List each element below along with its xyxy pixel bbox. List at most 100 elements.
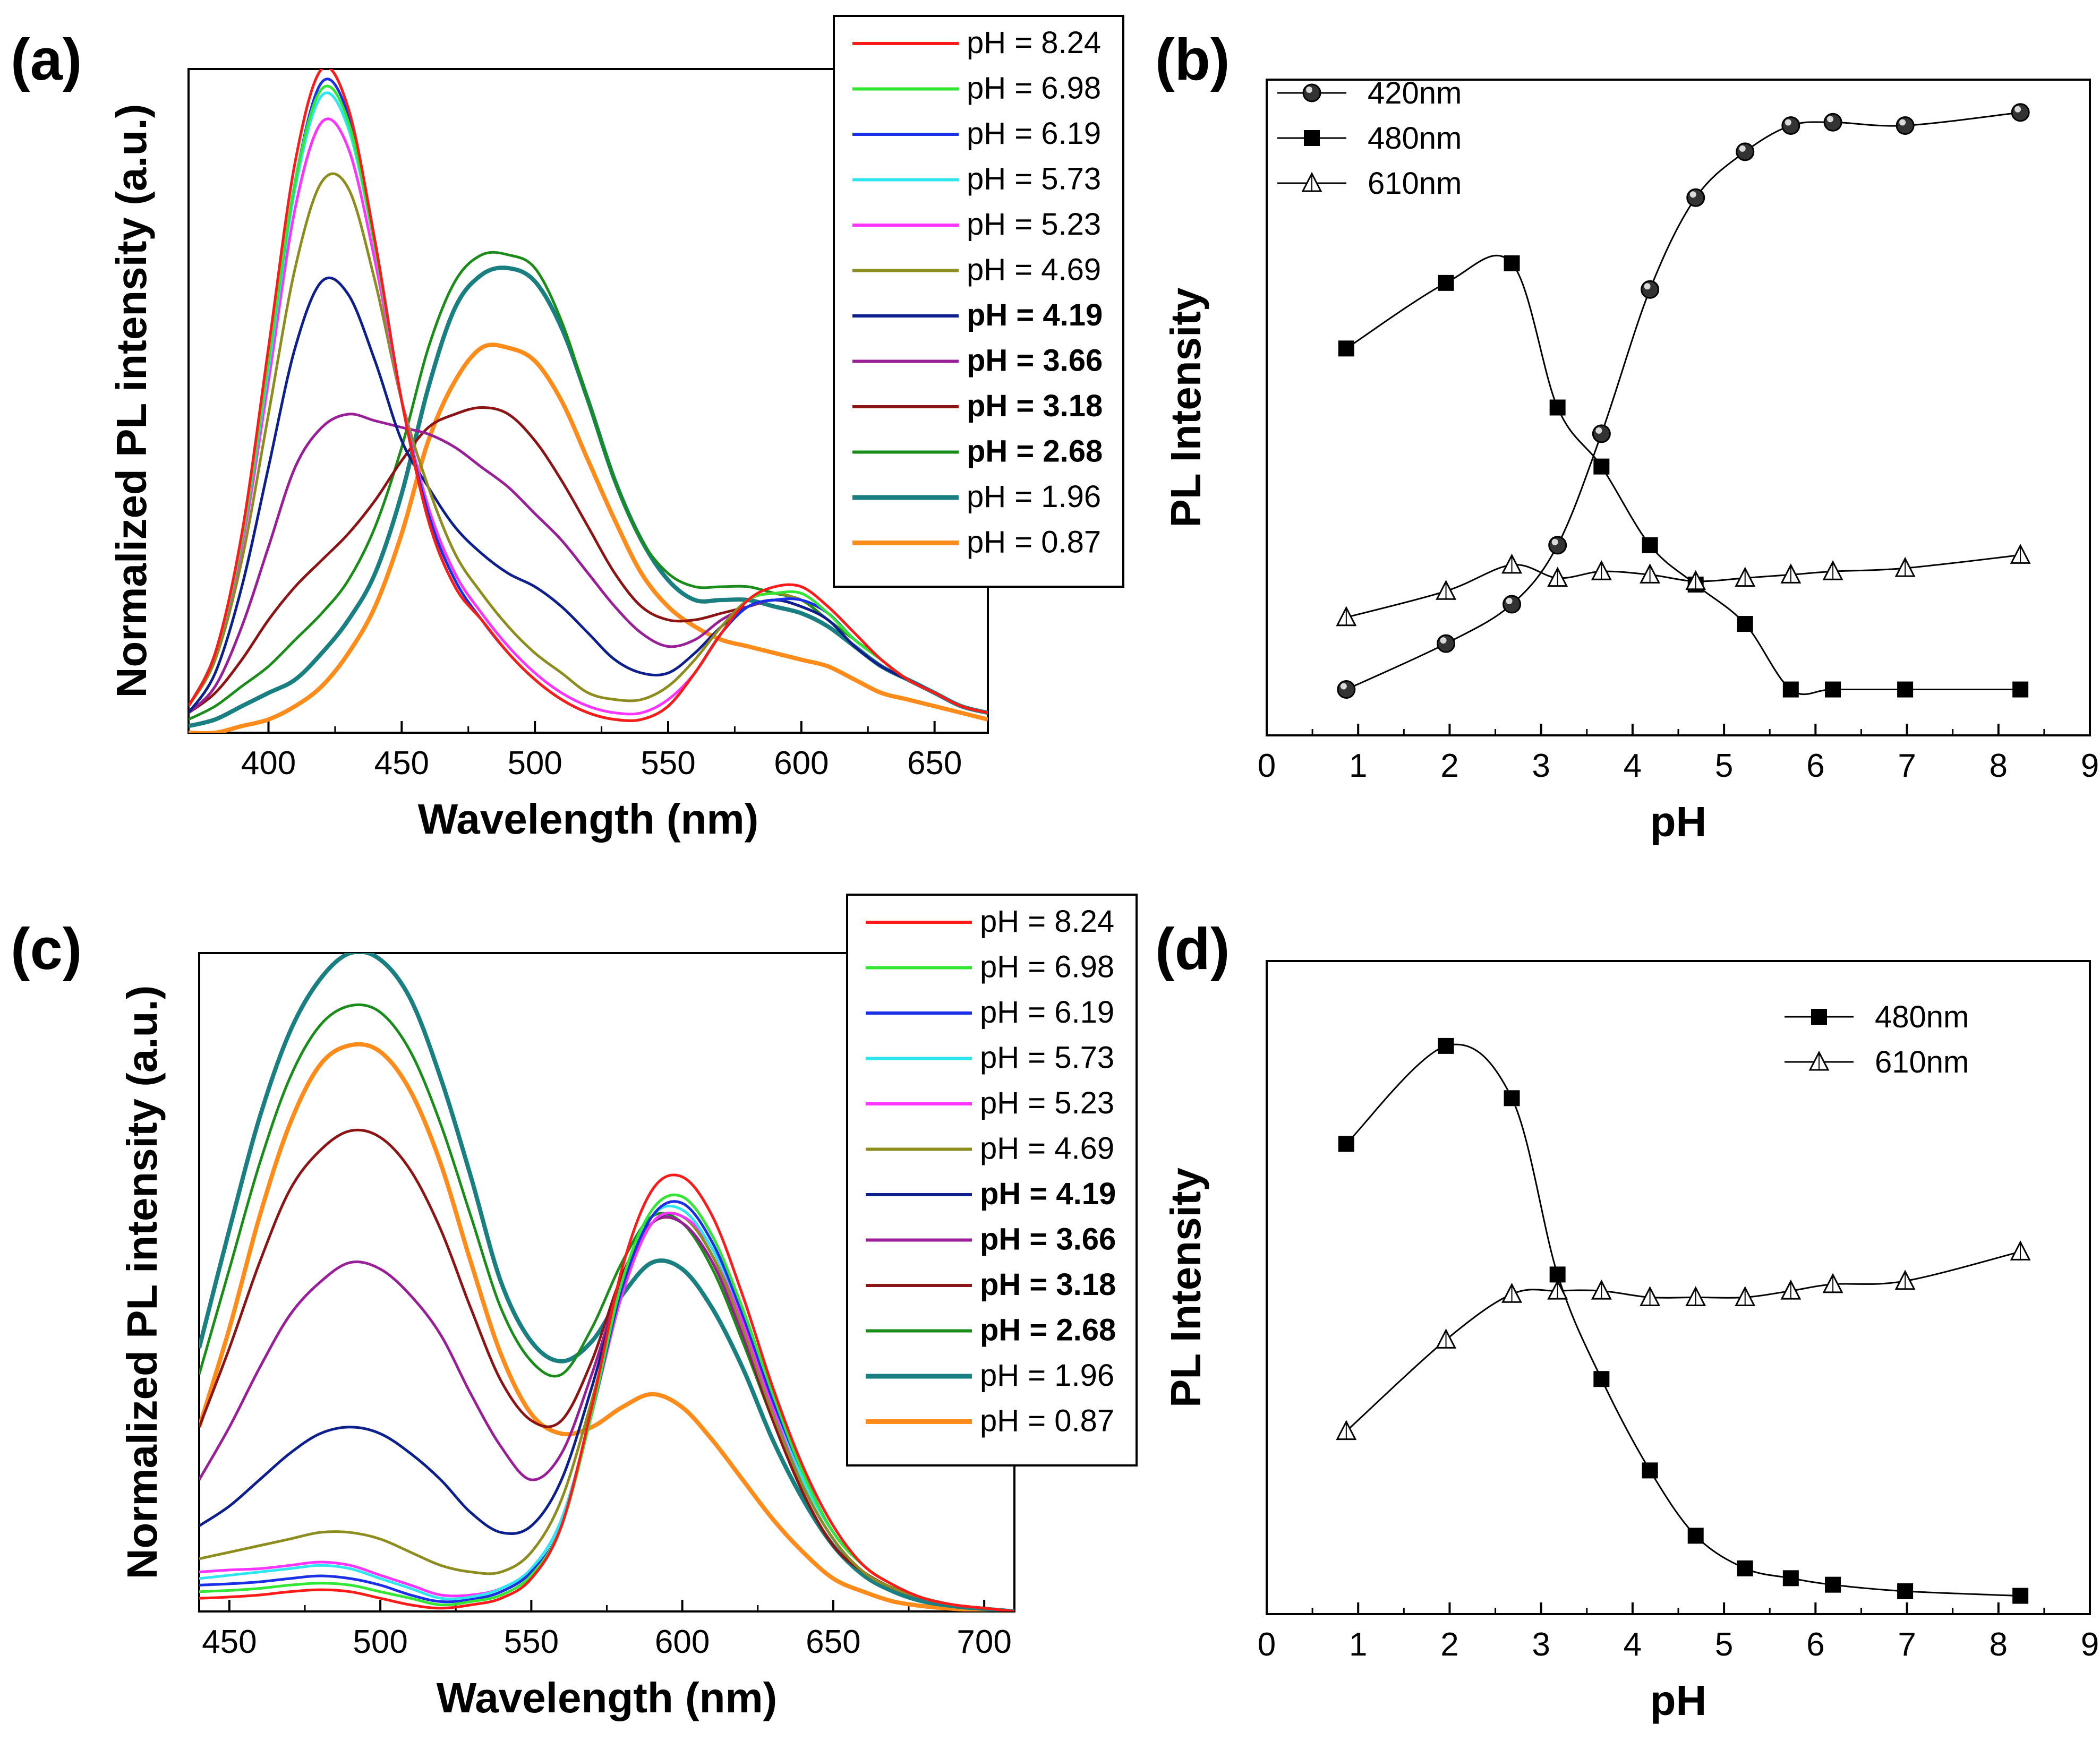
legend-label-a: pH = 6.19 (967, 116, 1101, 151)
legend-label-a: pH = 5.23 (967, 207, 1101, 242)
data-point-b-420nm-highlight (1689, 191, 1696, 198)
x-tick-label-a: 650 (907, 745, 962, 782)
series-line-a-ph-1-96 (189, 265, 988, 728)
data-point-b-420nm-highlight (1595, 427, 1602, 434)
series-line-a-ph-4-19 (189, 277, 988, 714)
data-point-b-420nm (1503, 595, 1522, 614)
x-tick-label-d: 6 (1806, 1626, 1824, 1663)
legend-label-c: pH = 3.18 (980, 1267, 1116, 1302)
legend-marker-b-highlight (1306, 87, 1312, 93)
data-point-d-480nm (1825, 1576, 1841, 1593)
legend-label-c: pH = 8.24 (980, 904, 1114, 939)
x-tick-label-d: 2 (1440, 1626, 1458, 1663)
data-point-b-420nm (1823, 113, 1842, 132)
x-axis-title-d: pH (1650, 1677, 1707, 1724)
data-point-b-480nm (1897, 681, 1914, 698)
x-tick-label-d: 5 (1715, 1626, 1733, 1663)
data-point-b-480nm (2012, 681, 2029, 698)
data-point-b-480nm (1825, 681, 1841, 698)
data-point-b-480nm (1549, 399, 1566, 416)
plot-area-b: 0 1 2 3 4 5 6 7 8 9 pH PL Intensity 420nm 480nm 610nm (1162, 76, 2099, 845)
legend-marker-b (1302, 83, 1321, 102)
data-point-b-420nm (1736, 142, 1755, 161)
x-tick-label-b: 8 (1990, 748, 2008, 784)
legend-label-a: pH = 0.87 (967, 525, 1101, 560)
data-point-d-480nm (1504, 1090, 1520, 1107)
panel-a: (a) 400 450 500 550 600 650 Wavelength (nm) Nor… (11, 15, 1124, 843)
data-point-b-420nm (1548, 536, 1567, 555)
x-tick-label-c: 700 (957, 1624, 1011, 1660)
data-point-b-480nm (1438, 275, 1454, 291)
legend-label-a: pH = 8.24 (967, 25, 1101, 60)
plot-area-c: 450 500 550 600 650 700 Wavelength (nm) Normali… (118, 894, 1138, 1721)
data-point-b-420nm-highlight (1644, 283, 1651, 290)
x-tick-label-a: 600 (774, 745, 829, 782)
data-point-b-420nm-highlight (1785, 119, 1791, 126)
x-tick-label-b: 9 (2081, 748, 2099, 784)
data-point-b-420nm (1592, 424, 1611, 443)
legend-label-c: pH = 3.66 (980, 1222, 1116, 1257)
legend-label-a: pH = 4.19 (967, 298, 1103, 332)
x-axis-title-c: Wavelength (nm) (437, 1674, 777, 1721)
legend-label-c: pH = 5.23 (980, 1086, 1114, 1120)
legend-label-c: pH = 1.96 (980, 1358, 1114, 1393)
x-tick-label-b: 0 (1258, 748, 1276, 784)
data-point-b-420nm (1437, 634, 1456, 653)
data-point-b-420nm-highlight (1340, 683, 1347, 690)
x-tick-label-b: 2 (1440, 748, 1458, 784)
x-tick-label-a: 400 (241, 745, 296, 782)
x-tick-label-c: 500 (353, 1624, 407, 1660)
panel-d: (d) 0 1 2 3 4 5 6 7 8 9 pH PL Intensity 480nm 610nm (1155, 916, 2099, 1724)
data-point-b-420nm (1781, 116, 1800, 135)
data-point-b-480nm (1782, 681, 1799, 698)
legend-label-b: 480nm (1368, 121, 1462, 156)
y-axis-title-d: PL Intensity (1162, 1168, 1209, 1408)
x-tick-label-b: 3 (1532, 748, 1550, 784)
legend-label-c: pH = 5.73 (980, 1041, 1114, 1075)
panel-label-d: (d) (1155, 916, 1230, 982)
legend-label-a: pH = 3.18 (967, 389, 1103, 423)
panel-b: (b) 0 1 2 3 4 5 6 7 8 9 pH PL Intensity 420nm 480nm 61… (1155, 27, 2099, 845)
data-point-b-420nm (1896, 116, 1915, 135)
legend-label-c: pH = 6.98 (980, 950, 1114, 984)
x-tick-label-a: 550 (641, 745, 695, 782)
x-tick-label-d: 0 (1258, 1626, 1276, 1663)
data-point-d-480nm (1782, 1570, 1799, 1587)
data-point-d-480nm (1737, 1560, 1753, 1576)
data-point-b-420nm-highlight (1827, 116, 1834, 123)
data-point-b-420nm (1337, 680, 1356, 699)
data-point-b-420nm (2011, 103, 2030, 122)
data-point-d-480nm (1338, 1136, 1354, 1152)
x-tick-label-a: 500 (507, 745, 562, 782)
legend-label-b: 420nm (1368, 76, 1462, 110)
legend-label-d: 480nm (1875, 1000, 1969, 1034)
legend-label-a: pH = 2.68 (967, 434, 1103, 469)
y-axis-title-c: Normalized PL intensity (a.u.) (118, 985, 166, 1580)
data-point-b-480nm (1504, 255, 1520, 271)
x-tick-label-d: 9 (2081, 1626, 2099, 1663)
data-point-b-480nm (1737, 616, 1753, 632)
y-axis-title-a: Normalized PL intensity (a.u.) (108, 104, 155, 698)
data-point-b-420nm-highlight (1551, 538, 1558, 545)
x-tick-label-d: 7 (1898, 1626, 1916, 1663)
data-point-b-420nm-highlight (2014, 106, 2021, 113)
plot-area-a: 400 450 500 550 600 650 Wavelength (nm) Normali… (108, 15, 1124, 843)
legend-marker-d (1811, 1009, 1827, 1025)
x-tick-label-b: 6 (1806, 748, 1824, 784)
series-line-c-ph-8-24 (199, 1173, 1014, 1611)
legend-label-a: pH = 1.96 (967, 479, 1101, 514)
x-tick-label-d: 1 (1349, 1626, 1367, 1663)
x-tick-label-c: 600 (655, 1624, 710, 1660)
x-tick-label-b: 4 (1624, 748, 1642, 784)
data-point-d-480nm (1897, 1583, 1914, 1599)
data-point-d-480nm (1642, 1462, 1658, 1479)
data-point-b-420nm (1686, 188, 1705, 207)
x-tick-label-b: 5 (1715, 748, 1733, 784)
legend-label-c: pH = 0.87 (980, 1404, 1114, 1438)
data-point-b-420nm (1641, 280, 1660, 299)
series-line-a-ph-0-87 (189, 342, 988, 733)
x-tick-label-d: 4 (1624, 1626, 1642, 1663)
data-point-d-480nm (1593, 1371, 1610, 1387)
data-point-b-420nm-highlight (1506, 598, 1513, 604)
